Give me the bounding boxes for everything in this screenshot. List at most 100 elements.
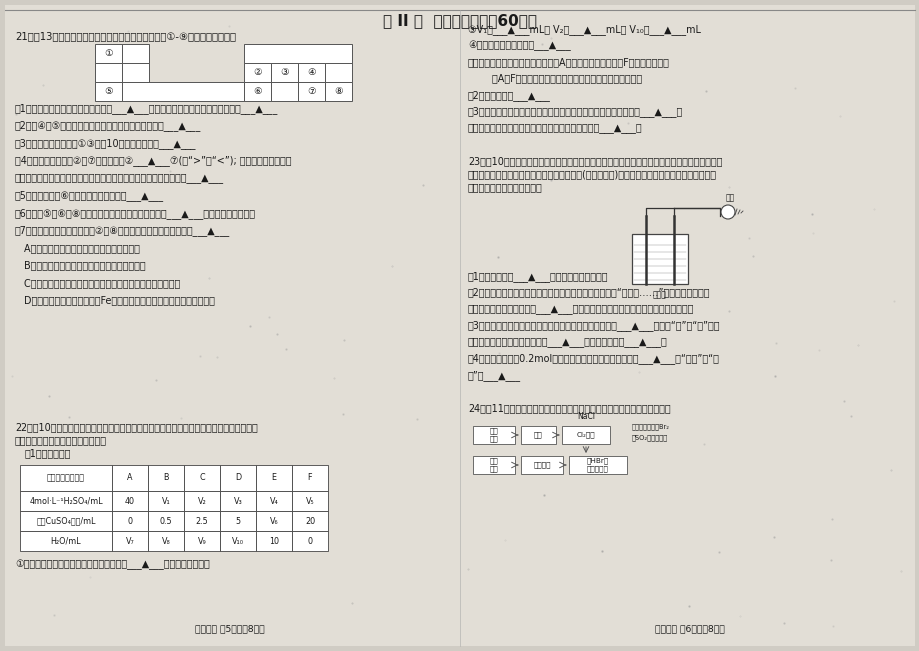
Text: 高一化学 第5页（兲8页）: 高一化学 第5页（兲8页） [195,624,265,633]
Bar [20,511,112,531]
Text: ④: ④ [307,68,315,77]
Bar [631,234,687,284]
Text: D．将两种元素的单质分别与Fe反应形成的化合物中铁元素化合价的高低: D．将两种元素的单质分别与Fe反应形成的化合物中铁元素化合价的高低 [15,296,215,305]
Bar [95,44,122,63]
Bar [148,531,184,551]
Text: V₁₀: V₁₀ [232,536,244,546]
Bar [122,82,244,101]
Text: 2.5: 2.5 [196,516,208,525]
Text: ⑦: ⑦ [307,87,315,96]
Text: A: A [127,473,132,482]
Bar [244,63,271,82]
Bar [220,465,255,491]
Bar [244,82,271,101]
Text: （2）按如图所示装置连接好实验仪器，可以听见耳机发生“嘿嘿嘿……”的声音，从能量转: （2）按如图所示装置连接好实验仪器，可以听见耳机发生“嘿嘿嘿……”的声音，从能量… [468,288,709,298]
Text: V₈: V₈ [162,536,170,546]
Text: ①: ① [104,49,113,58]
Text: 硬酸锁浓度增加到一定程度，反应速率减慢的原因是___▲___。: 硬酸锁浓度增加到一定程度，反应速率减慢的原因是___▲___。 [468,123,642,133]
Bar [255,531,291,551]
Bar [184,511,220,531]
Text: 今A到F容器中，产生气泡的速率是先增快后减慢的趋势；: 今A到F容器中，产生气泡的速率是先增快后减慢的趋势； [468,74,641,83]
Bar [184,465,220,491]
Text: ④实验应当收集的数据是___▲___: ④实验应当收集的数据是___▲___ [468,40,570,51]
Bar [520,456,562,474]
Text: NaCl: NaCl [576,412,595,421]
Bar [472,426,515,444]
Bar [148,465,184,491]
Text: （4）若导线中通过0.2mol电子，则理论上负极的质量变化为___▲___（“增加”或“减: （4）若导线中通过0.2mol电子，则理论上负极的质量变化为___▲___（“增… [468,353,719,365]
Text: E: E [271,473,277,482]
Circle shape [720,205,734,219]
Bar [184,531,220,551]
Text: 0: 0 [307,536,312,546]
Text: ②: ② [253,68,262,77]
Text: 计了如下活动课，请完成表中空格：: 计了如下活动课，请完成表中空格： [15,435,107,445]
Bar [472,456,515,474]
Bar [291,465,328,491]
Bar [255,491,291,511]
Text: 5: 5 [235,516,240,525]
Text: （3）如果将装置中的耳机改为电流表，钓钉应该接电表的___▲___极（填“正”或“负”），: （3）如果将装置中的耳机改为电流表，钓钉应该接电表的___▲___极（填“正”或… [468,320,720,331]
Text: （6）元素⑤、⑥、⑧的简单离子半径由大到小的顺序为___▲___（用离子符号表示）: （6）元素⑤、⑥、⑧的简单离子半径由大到小的顺序为___▲___（用离子符号表示… [15,208,255,219]
Bar [244,44,352,63]
Text: 化分析，先由化学能转化为___▲___，在耳机中又转化为机械能，最后发出了声音；: 化分析，先由化学能转化为___▲___，在耳机中又转化为机械能，最后发出了声音； [468,304,694,314]
Bar [184,491,220,511]
Text: 钓钉表面可以观察到的现象是：___▲___，电极反应式为___▲___。: 钓钉表面可以观察到的现象是：___▲___，电极反应式为___▲___。 [468,337,667,347]
Bar [271,82,298,101]
Text: 0.5: 0.5 [160,516,172,525]
Text: （2）实验结论：___▲___: （2）实验结论：___▲___ [468,90,550,101]
Text: 少”）___▲___: 少”）___▲___ [468,370,520,381]
Bar [291,511,328,531]
Text: B: B [163,473,168,482]
Text: 如图所示，请填写下列空白：: 如图所示，请填写下列空白： [468,182,542,192]
Bar [568,456,627,474]
Bar [20,491,112,511]
Text: （7）下列说法或实验不能说明②和⑧两种元素的非金属性强弱的是___▲___: （7）下列说法或实验不能说明②和⑧两种元素的非金属性强弱的是___▲___ [15,225,230,236]
Text: V₇: V₇ [126,536,134,546]
Bar [255,511,291,531]
Bar [112,465,148,491]
Text: 通入空气、放出Br₂: 通入空气、放出Br₂ [631,423,669,430]
Text: V₆: V₆ [269,516,278,525]
Text: 4mol·L⁻¹H₂SO₄/mL: 4mol·L⁻¹H₂SO₄/mL [29,497,103,505]
Bar [220,511,255,531]
Bar [148,491,184,511]
Bar [148,511,184,531]
Bar [112,531,148,551]
Text: 用钓钉、纯铝块、稀硬酸、烧杯、导线、耳机(或者电流表)自己动手设计了一个原电池，实验装置: 用钓钉、纯铝块、稀硬酸、烧杯、导线、耳机(或者电流表)自己动手设计了一个原电池，… [468,169,716,179]
Bar [112,491,148,511]
Text: ③: ③ [280,68,289,77]
Bar [291,531,328,551]
Bar [220,531,255,551]
Text: 22．（10分）某化学课小组为了研究硬酸的浓度对稀硬酸与锤反应生成氢气速率的影响，设: 22．（10分）某化学课小组为了研究硬酸的浓度对稀硬酸与锤反应生成氢气速率的影响… [15,422,257,432]
Bar [112,511,148,531]
Text: （1）实验原理：___▲___（用离子方程式表示）: （1）实验原理：___▲___（用离子方程式表示） [468,271,607,282]
Text: ③V₁＝___▲___mL； V₂＝___▲___mL； V₁₀＝___▲___mL: ③V₁＝___▲___mL； V₂＝___▲___mL； V₁₀＝___▲___… [468,24,700,35]
Text: C．将两种元素的单质分别与氢气反应，观察反应的剧烈程度: C．将两种元素的单质分别与氢气反应，观察反应的剧烈程度 [15,278,180,288]
Text: 含HBr等
物质的溶液: 含HBr等 物质的溶液 [586,458,608,472]
Text: ⑥: ⑥ [253,87,262,96]
Text: 23．（10分）某同学利用生活中或实验室中常用的物品，根据氧化还原反应知识和电化学知识，: 23．（10分）某同学利用生活中或实验室中常用的物品，根据氧化还原反应知识和电化… [468,156,721,166]
Text: C: C [199,473,205,482]
Text: （3）对实验现象的解释：加入少量硬酸锁时反应速率加快的原因是___▲___；: （3）对实验现象的解释：加入少量硬酸锁时反应速率加快的原因是___▲___； [468,107,683,117]
Bar [298,63,324,82]
Text: 10: 10 [268,536,278,546]
Bar [122,44,149,63]
Text: 24．（11分）渤海是巨大的货源宝库，从海水中提取食盐和溨的过程如下：: 24．（11分）渤海是巨大的货源宝库，从海水中提取食盐和溨的过程如下： [468,403,670,413]
Text: 20: 20 [304,516,314,525]
Text: 耳机: 耳机 [724,193,734,202]
Text: 素组成的化合物设计一试管实验进行验证，发生的化学反应方程式为___▲___: 素组成的化合物设计一试管实验进行验证，发生的化学反应方程式为___▲___ [15,173,224,183]
Bar [20,465,112,491]
Text: V₄: V₄ [269,497,278,505]
Text: Cl₂处理: Cl₂处理 [576,432,595,438]
Text: V₉: V₉ [198,536,206,546]
Text: 0: 0 [128,516,132,525]
Text: V₅: V₅ [305,497,314,505]
Text: 高一化学 第6页（兲8页）: 高一化学 第6页（兲8页） [654,624,724,633]
Bar [122,63,149,82]
Bar [291,491,328,511]
Text: 实验组别混合溶液: 实验组别混合溶液 [47,473,85,482]
Text: B．比较两种元素的氢化物的水溶液的酸性强弱: B．比较两种元素的氢化物的水溶液的酸性强弱 [15,260,145,271]
Bar [255,465,291,491]
Text: （2）由④、⑤形成的具有强氧化性的化合物的电子式为___▲___: （2）由④、⑤形成的具有强氧化性的化合物的电子式为___▲___ [15,120,201,132]
